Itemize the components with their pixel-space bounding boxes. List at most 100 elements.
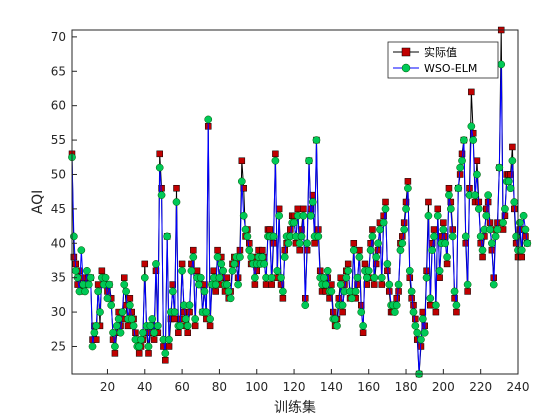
series-pred-point [396, 246, 405, 255]
y-tick-label: 25 [51, 339, 66, 353]
series-pred-point [84, 280, 93, 289]
series-pred-point [476, 232, 485, 241]
series-pred-point [206, 315, 214, 323]
series-pred-point [308, 198, 317, 206]
series-pred-point [155, 163, 164, 172]
series-pred-point [122, 287, 130, 296]
series-actual-point [126, 295, 134, 302]
x-tick-label: 180 [395, 380, 418, 394]
series-pred-point [489, 280, 498, 289]
series-pred-point [435, 266, 444, 275]
series-pred-point [140, 273, 149, 282]
series-pred-point [327, 287, 336, 296]
series-pred-point [77, 246, 86, 255]
series-pred-point [491, 232, 500, 241]
series-pred-point [420, 328, 429, 337]
series-actual-point [380, 212, 387, 220]
series-actual-point [469, 129, 477, 137]
series-pred-point [463, 280, 472, 289]
x-tick-label: 200 [432, 380, 455, 394]
series-pred-point [181, 315, 190, 323]
series-actual-point [210, 267, 218, 275]
series-pred-point [499, 218, 507, 227]
series-pred-point [338, 301, 347, 310]
series-pred-point [321, 280, 330, 289]
x-tick-label: 220 [469, 380, 492, 394]
series-pred-point [333, 321, 341, 330]
series-pred-point [146, 321, 155, 330]
series-pred-point [226, 294, 235, 303]
series-pred-point [355, 253, 364, 261]
series-pred-point [357, 308, 366, 316]
series-pred-point [168, 287, 177, 296]
series-pred-point [103, 294, 112, 303]
series-actual-point [246, 240, 253, 247]
series-pred-point [411, 321, 420, 330]
series-pred-point [83, 266, 91, 275]
series-actual-point [275, 205, 283, 213]
x-tick-label: 80 [212, 380, 227, 394]
series-pred-point [129, 321, 138, 330]
series-pred-point [364, 266, 373, 275]
series-pred-point [217, 260, 226, 268]
series-pred-point [497, 60, 506, 69]
series-pred-point [351, 287, 360, 296]
series-pred-point [185, 301, 194, 310]
series-pred-point [211, 280, 220, 289]
series-actual-point [518, 253, 525, 261]
series-pred-point [353, 273, 362, 282]
series-pred-point [196, 273, 205, 282]
series-pred-point [243, 232, 252, 241]
series-actual-point [145, 350, 152, 357]
series-actual-point [111, 350, 119, 357]
series-pred-point [506, 184, 515, 193]
series-actual-point [344, 260, 352, 268]
series-actual-point [272, 150, 279, 158]
series-pred-point [495, 163, 504, 172]
series-pred-point [469, 136, 478, 144]
series-pred-point [137, 335, 145, 344]
series-pred-point [368, 232, 377, 241]
series-pred-point [342, 273, 351, 282]
plot-area-border [71, 29, 519, 375]
series-pred-point [86, 273, 95, 282]
series-actual-point [268, 281, 275, 288]
series-actual-point [294, 205, 302, 213]
series-pred-point [510, 198, 519, 206]
series-pred-point [404, 184, 412, 193]
y-tick-label: 55 [51, 133, 66, 147]
legend: 实际值 WSO-ELM [387, 41, 499, 79]
series-actual-point [512, 240, 520, 247]
series-pred-point [290, 218, 298, 227]
legend-actual-label: 实际值 [424, 45, 457, 59]
series-pred-point [413, 328, 422, 337]
series-actual-point [135, 350, 143, 357]
series-pred-point [418, 315, 427, 323]
series-pred-point [439, 225, 448, 234]
series-actual-point [251, 281, 259, 288]
series-pred-point [70, 232, 78, 241]
series-actual-point [473, 157, 481, 164]
series-pred-point [390, 308, 399, 316]
series-actual-point [404, 178, 412, 185]
series-actual-point [509, 143, 516, 151]
series-pred-point [417, 335, 425, 344]
series-actual-point [240, 184, 247, 192]
series-actual-point [382, 198, 389, 206]
series-pred-point [467, 122, 476, 131]
series-pred-point [178, 266, 186, 275]
series-actual-point [156, 150, 163, 158]
series-actual-point [451, 295, 458, 302]
series-pred-point [430, 232, 438, 241]
series-pred-point [230, 260, 239, 268]
series-actual-point [378, 281, 386, 288]
series-pred-point [170, 308, 179, 316]
series-pred-point [127, 315, 136, 323]
series-pred-point [114, 315, 123, 323]
series-actual-point [191, 322, 199, 330]
series-pred-point [172, 198, 181, 206]
series-actual-point [367, 240, 374, 247]
x-axis-label: 训练集 [274, 399, 316, 416]
series-pred-point [461, 232, 470, 241]
